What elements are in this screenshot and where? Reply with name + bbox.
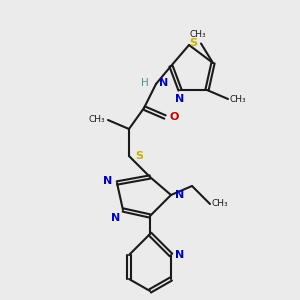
Text: N: N xyxy=(159,77,168,88)
Text: N: N xyxy=(176,94,184,104)
Text: N: N xyxy=(176,250,185,260)
Text: N: N xyxy=(103,176,112,187)
Text: CH₃: CH₃ xyxy=(190,30,206,39)
Text: S: S xyxy=(190,38,197,49)
Text: O: O xyxy=(169,112,179,122)
Text: CH₃: CH₃ xyxy=(230,94,246,103)
Text: S: S xyxy=(135,151,143,161)
Text: CH₃: CH₃ xyxy=(88,116,105,124)
Text: CH₃: CH₃ xyxy=(212,200,228,208)
Text: N: N xyxy=(176,190,185,200)
Text: N: N xyxy=(111,213,120,223)
Text: H: H xyxy=(141,77,148,88)
